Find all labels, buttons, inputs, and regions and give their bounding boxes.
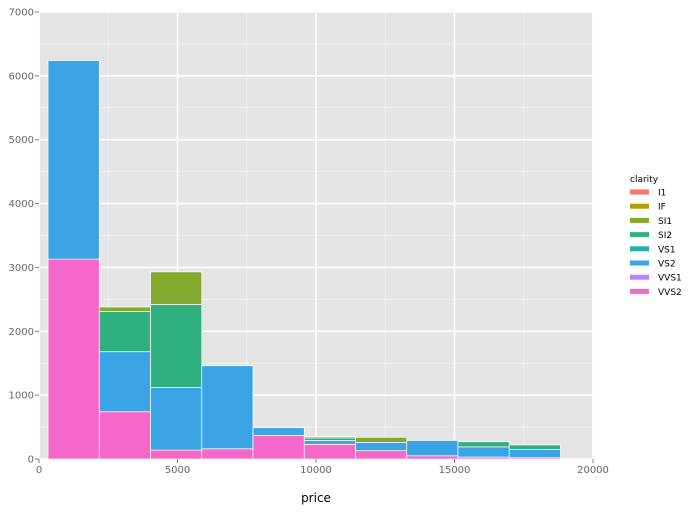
bar-segment-vs2 bbox=[508, 449, 561, 459]
legend-label-vvs1: VVS1 bbox=[658, 274, 682, 284]
bar-segment-si2 bbox=[508, 444, 561, 450]
bar-segment-vvs2 bbox=[47, 258, 100, 460]
y-tick-label: 5000 bbox=[9, 135, 34, 146]
legend: clarity I1 IF SI1 SI2 VS1 VS2 VVS1 VVS2 bbox=[630, 175, 682, 298]
bar-segment-si1 bbox=[150, 271, 203, 305]
bar-segment-vvs2 bbox=[355, 450, 408, 460]
legend-label-if: IF bbox=[658, 203, 666, 213]
legend-label-vvs2: VVS2 bbox=[658, 288, 682, 298]
legend-label-vs1: VS1 bbox=[658, 245, 676, 255]
legend-swatch-si1 bbox=[630, 217, 649, 223]
bar-segment-vs2 bbox=[303, 440, 356, 445]
bar-segment-vs2 bbox=[252, 427, 305, 436]
x-tick-label: 0 bbox=[36, 465, 42, 476]
bar-segment-vvs2 bbox=[303, 443, 356, 460]
x-axis-ticks: 0 5000 10000 15000 20000 bbox=[36, 459, 609, 476]
legend-swatch-si2 bbox=[630, 232, 649, 238]
legend-label-si1: SI1 bbox=[658, 217, 672, 227]
legend-swatch-vvs2 bbox=[630, 288, 649, 294]
bar-segment-vvs2 bbox=[406, 455, 459, 460]
bar-segment-vvs2 bbox=[201, 448, 254, 460]
legend-label-si2: SI2 bbox=[658, 231, 672, 241]
bar-segment-vvs2 bbox=[98, 411, 151, 460]
legend-swatch-vs1 bbox=[630, 246, 649, 252]
bar-segment-si2 bbox=[303, 437, 356, 441]
bar-segment-vs2 bbox=[457, 446, 510, 458]
legend-swatch-vs2 bbox=[630, 260, 649, 266]
x-tick-label: 15000 bbox=[439, 465, 471, 476]
bar-segment-vs2 bbox=[355, 442, 408, 452]
bar-segment-vvs2 bbox=[252, 435, 305, 460]
bar-segment-vs2 bbox=[47, 60, 100, 260]
legend-entries: I1 IF SI1 SI2 VS1 VS2 VVS1 VVS2 bbox=[630, 189, 682, 298]
legend-label-i1: I1 bbox=[658, 189, 666, 199]
y-tick-label: 6000 bbox=[9, 71, 34, 82]
bar-segment-vs2 bbox=[150, 387, 203, 451]
legend-swatch-vvs1 bbox=[630, 274, 649, 280]
y-tick-label: 4000 bbox=[9, 199, 34, 210]
bar-segment-vs2 bbox=[406, 440, 459, 457]
y-tick-label: 3000 bbox=[9, 263, 34, 274]
y-axis-ticks: 0 1000 2000 3000 4000 5000 6000 7000 bbox=[9, 8, 39, 466]
bar-segment-vs2 bbox=[201, 365, 254, 450]
y-tick-label: 0 bbox=[28, 455, 34, 466]
legend-title: clarity bbox=[630, 175, 659, 185]
bar-segment-si2 bbox=[150, 304, 203, 388]
y-tick-label: 2000 bbox=[9, 327, 34, 338]
legend-label-vs2: VS2 bbox=[658, 260, 676, 270]
x-axis-title: price bbox=[301, 491, 331, 505]
bar-segment-si2 bbox=[457, 441, 510, 448]
bar-segment-si2 bbox=[98, 311, 151, 353]
legend-swatch-if bbox=[630, 203, 649, 209]
bar-segment-si1 bbox=[355, 436, 408, 443]
bar-segment-vs2 bbox=[98, 351, 151, 413]
x-tick-label: 10000 bbox=[300, 465, 332, 476]
bar-segment-vvs2 bbox=[150, 449, 203, 460]
legend-swatch-i1 bbox=[630, 189, 649, 195]
x-tick-label: 5000 bbox=[165, 465, 190, 476]
histogram-bars bbox=[47, 60, 561, 460]
bar-segment-si1 bbox=[98, 306, 151, 312]
y-tick-label: 1000 bbox=[9, 391, 34, 402]
y-tick-label: 7000 bbox=[9, 8, 34, 19]
bar-segment-si1 bbox=[303, 436, 356, 439]
x-tick-label: 20000 bbox=[577, 465, 609, 476]
